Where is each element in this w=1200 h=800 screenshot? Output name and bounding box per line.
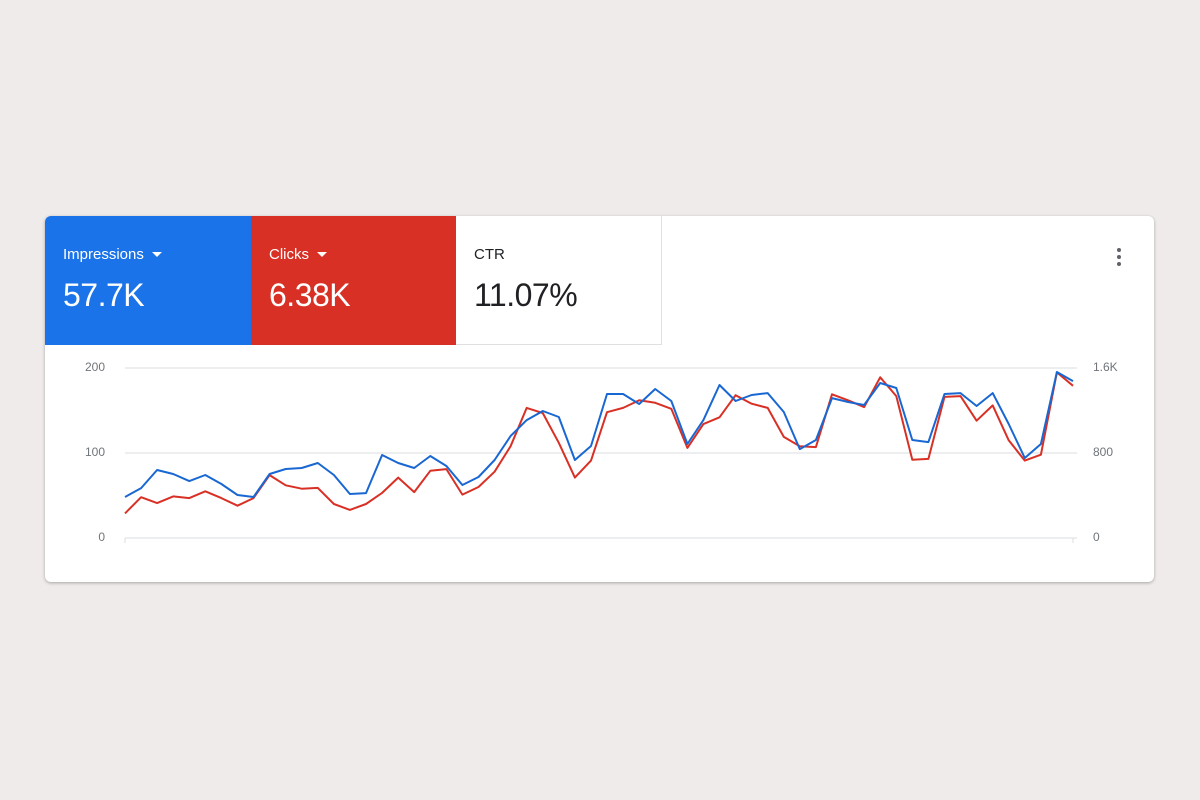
dropdown-caret xyxy=(151,252,162,257)
tile-value: 11.07% xyxy=(474,277,578,313)
impressions-tile[interactable]: Impressions 57.7K xyxy=(45,216,251,345)
clicks-tile[interactable]: Clicks 6.38K xyxy=(251,216,457,345)
tile-value: 6.38K xyxy=(269,277,351,313)
performance-card: Impressions 57.7K Clicks 6.38K CTR 11.07… xyxy=(45,216,1154,582)
dropdown-caret xyxy=(317,252,327,257)
y-tick-label: 0 xyxy=(98,530,105,544)
series-line xyxy=(124,371,1074,515)
y-tick-label: 100 xyxy=(85,445,105,459)
y2-tick-label: 0 xyxy=(1093,530,1100,544)
tile-value: 57.7K xyxy=(63,277,145,313)
y2-tick-label: 1.6K xyxy=(1093,360,1118,374)
y2-tick-label: 800 xyxy=(1093,445,1113,459)
tile-label: CTR xyxy=(474,246,505,263)
more-menu[interactable] xyxy=(1117,248,1121,269)
y-tick-label: 200 xyxy=(85,360,105,374)
chart: 0 100 200 0 800 1.6K xyxy=(85,360,1118,544)
tile-label: Impressions xyxy=(63,246,144,263)
ctr-tile[interactable]: CTR 11.07% xyxy=(456,216,662,345)
series-line xyxy=(124,371,1074,498)
tile-label: Clicks xyxy=(269,246,309,263)
